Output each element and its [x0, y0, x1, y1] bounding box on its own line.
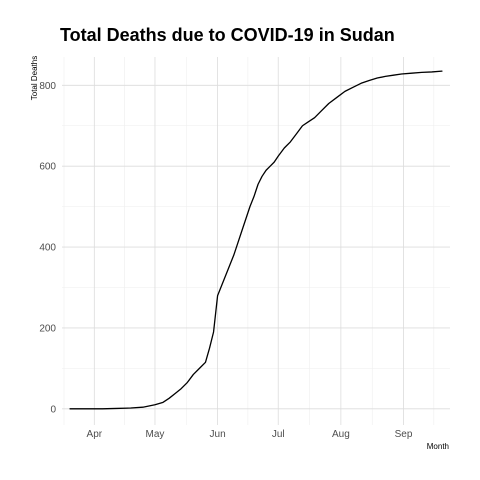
- x-tick-label-apr: Apr: [87, 429, 103, 440]
- y-tick-label-200: 200: [39, 323, 56, 334]
- x-axis-title: Month: [427, 442, 449, 451]
- x-tick-label-aug: Aug: [332, 429, 350, 440]
- x-tick-label-may: May: [146, 429, 165, 440]
- y-tick-label-800: 800: [39, 81, 56, 92]
- y-axis-title: Total Deaths: [30, 56, 39, 100]
- y-tick-labels: 0 200 400 600 800: [39, 81, 56, 416]
- grid-minor: [62, 57, 450, 425]
- grid-major: [62, 57, 450, 425]
- x-tick-label-jul: Jul: [272, 429, 285, 440]
- x-tick-labels: Apr May Jun Jul Aug Sep: [87, 429, 413, 440]
- chart-title: Total Deaths due to COVID-19 in Sudan: [60, 25, 395, 45]
- series-layer: [69, 70, 443, 410]
- y-tick-label-0: 0: [50, 404, 56, 415]
- x-tick-label-sep: Sep: [395, 429, 413, 440]
- x-tick-label-jun: Jun: [210, 429, 226, 440]
- y-tick-label-600: 600: [39, 162, 56, 173]
- y-tick-label-400: 400: [39, 243, 56, 254]
- series-line-0: [69, 70, 443, 410]
